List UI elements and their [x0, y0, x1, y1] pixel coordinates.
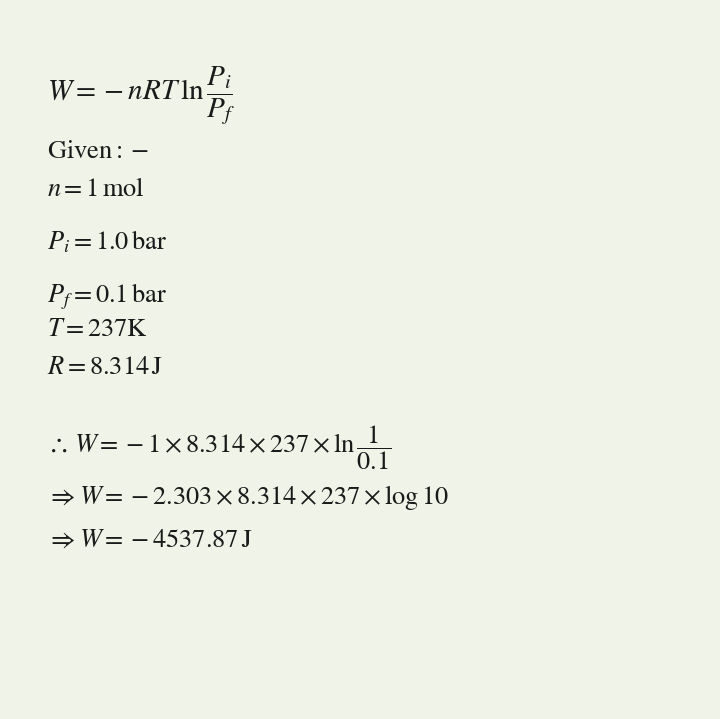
- Text: $R = 8.314\, \mathrm{J}$: $R = 8.314\, \mathrm{J}$: [47, 356, 163, 380]
- Text: $\Rightarrow W = -4537.87\, \mathrm{J}$: $\Rightarrow W = -4537.87\, \mathrm{J}$: [47, 528, 253, 552]
- Text: $n = 1\, \mathrm{mol}$: $n = 1\, \mathrm{mol}$: [47, 178, 145, 201]
- Text: $\therefore\, W = -1 \times 8.314 \times 237 \times \mathrm{ln}\, \dfrac{1}{0.1}: $\therefore\, W = -1 \times 8.314 \times…: [47, 424, 392, 472]
- Text: $W = -nRT\, \mathrm{ln}\, \dfrac{P_i}{P_f}$: $W = -nRT\, \mathrm{ln}\, \dfrac{P_i}{P_…: [47, 65, 235, 127]
- Text: $P_i = 1.0\, \mathrm{bar}$: $P_i = 1.0\, \mathrm{bar}$: [47, 229, 167, 255]
- Text: $P_f = 0.1\, \mathrm{bar}$: $P_f = 0.1\, \mathrm{bar}$: [47, 282, 167, 312]
- Text: $\Rightarrow W = -2.303 \times 8.314 \times 237 \times \mathrm{log}\, 10$: $\Rightarrow W = -2.303 \times 8.314 \ti…: [47, 483, 449, 512]
- Text: $\mathrm{Given:-}$: $\mathrm{Given:-}$: [47, 140, 148, 164]
- Text: $T = 237\mathrm{K}$: $T = 237\mathrm{K}$: [47, 318, 148, 342]
